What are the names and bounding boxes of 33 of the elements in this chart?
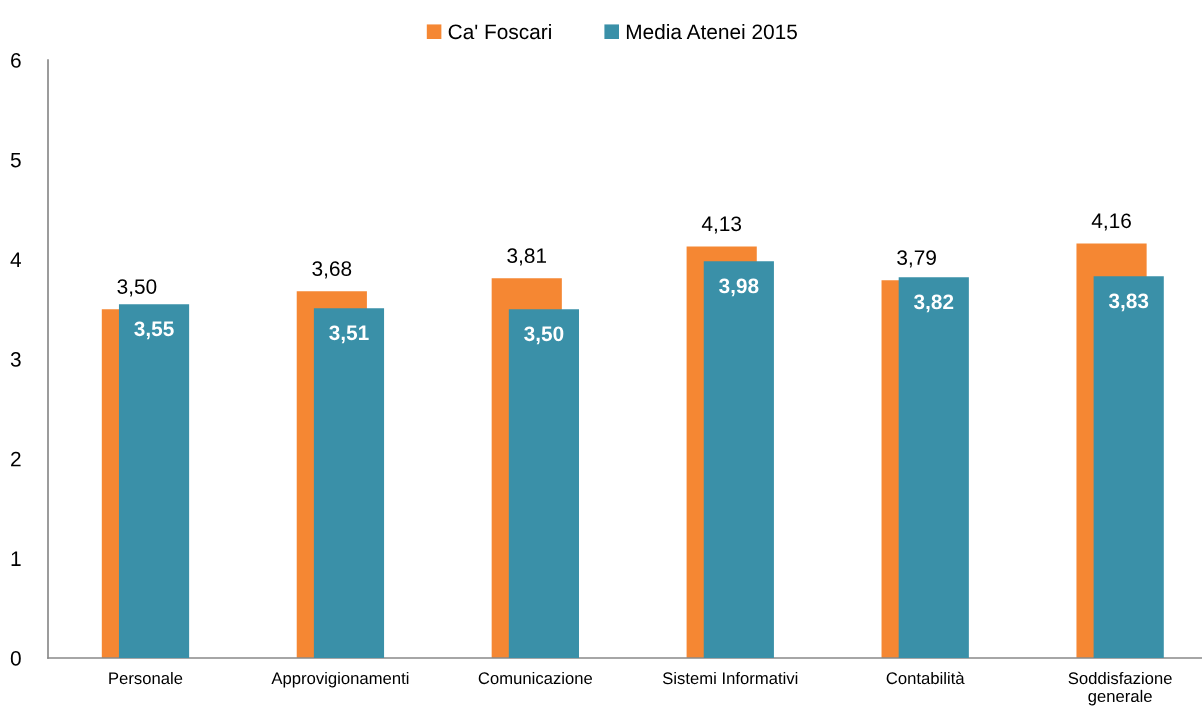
y-tick-label: 4 (10, 252, 21, 267)
y-tick-label: 3 (10, 352, 21, 367)
bar (118, 304, 190, 658)
bar (313, 308, 385, 658)
bar (1093, 276, 1164, 658)
data-label: 3,98 (719, 278, 759, 297)
data-label: 3,51 (329, 325, 369, 344)
legend-label: Media Atenei 2015 (626, 23, 797, 40)
bar (898, 277, 969, 658)
x-tick-label: Soddisfazione generale (1068, 671, 1172, 706)
y-tick-label: 0 (10, 651, 21, 666)
x-tick-label: Personale (109, 671, 183, 685)
x-tick-label: Sistemi Informativi (662, 671, 798, 685)
y-tick-label: 1 (11, 551, 21, 566)
y-tick-label: 6 (11, 53, 21, 68)
data-label: 3,50 (524, 326, 564, 345)
data-label: 4,16 (1091, 213, 1131, 231)
bar (508, 309, 579, 658)
data-label: 3,83 (1108, 293, 1149, 312)
data-label: 3,79 (897, 250, 936, 268)
data-label: 3,68 (312, 261, 352, 279)
bar (703, 261, 774, 658)
data-label: 3,82 (913, 294, 954, 313)
y-tick-label: 2 (11, 451, 21, 467)
data-label: 3,50 (117, 279, 157, 297)
y-tick-label: 5 (10, 152, 21, 168)
x-tick-label: Comunicazione (478, 671, 593, 685)
data-label: 3,81 (507, 248, 547, 266)
x-tick-label: Approvigionamenti (271, 671, 409, 688)
data-label: 3,55 (134, 321, 174, 340)
x-tick-label: Contabilità (886, 671, 965, 685)
data-label: 4,13 (701, 216, 742, 234)
legend-label: Ca' Foscari (448, 23, 551, 40)
